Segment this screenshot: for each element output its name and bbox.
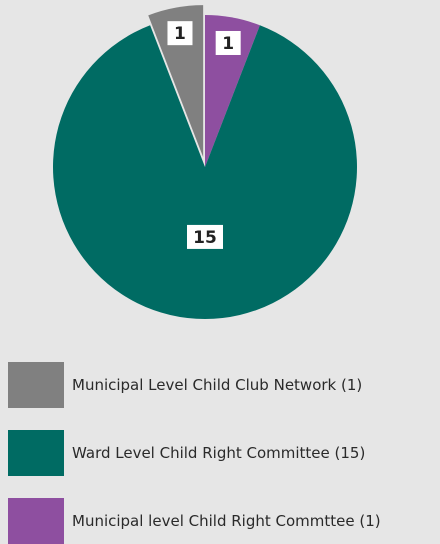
legend-item-municipal-child-right-committee[interactable]: Municipal level Child Right Commttee (1) [8,498,381,544]
data-label: 1 [174,24,186,44]
legend-label: Municipal level Child Right Commttee (1) [72,512,381,530]
legend-item-ward-child-right-committee[interactable]: Ward Level Child Right Committee (15) [8,430,381,476]
legend-label: Municipal Level Child Club Network (1) [72,376,363,394]
data-label-box [215,30,241,55]
data-label-box [167,21,193,46]
data-label: 15 [193,228,217,248]
legend-swatch [8,362,64,408]
data-label-box [187,224,223,249]
pie-chart: 1 1 15 [52,5,357,319]
legend-swatch [8,430,64,476]
pie-slice[interactable] [52,25,357,319]
data-label: 1 [222,34,234,54]
pie-data-labels: 1 1 15 [167,21,241,249]
chart-legend: Municipal Level Child Club Network (1) W… [8,362,381,544]
pie-slices [52,5,357,319]
legend-label: Ward Level Child Right Committee (15) [72,444,366,462]
legend-swatch [8,498,64,544]
legend-item-municipal-child-club-network[interactable]: Municipal Level Child Club Network (1) [8,362,381,408]
